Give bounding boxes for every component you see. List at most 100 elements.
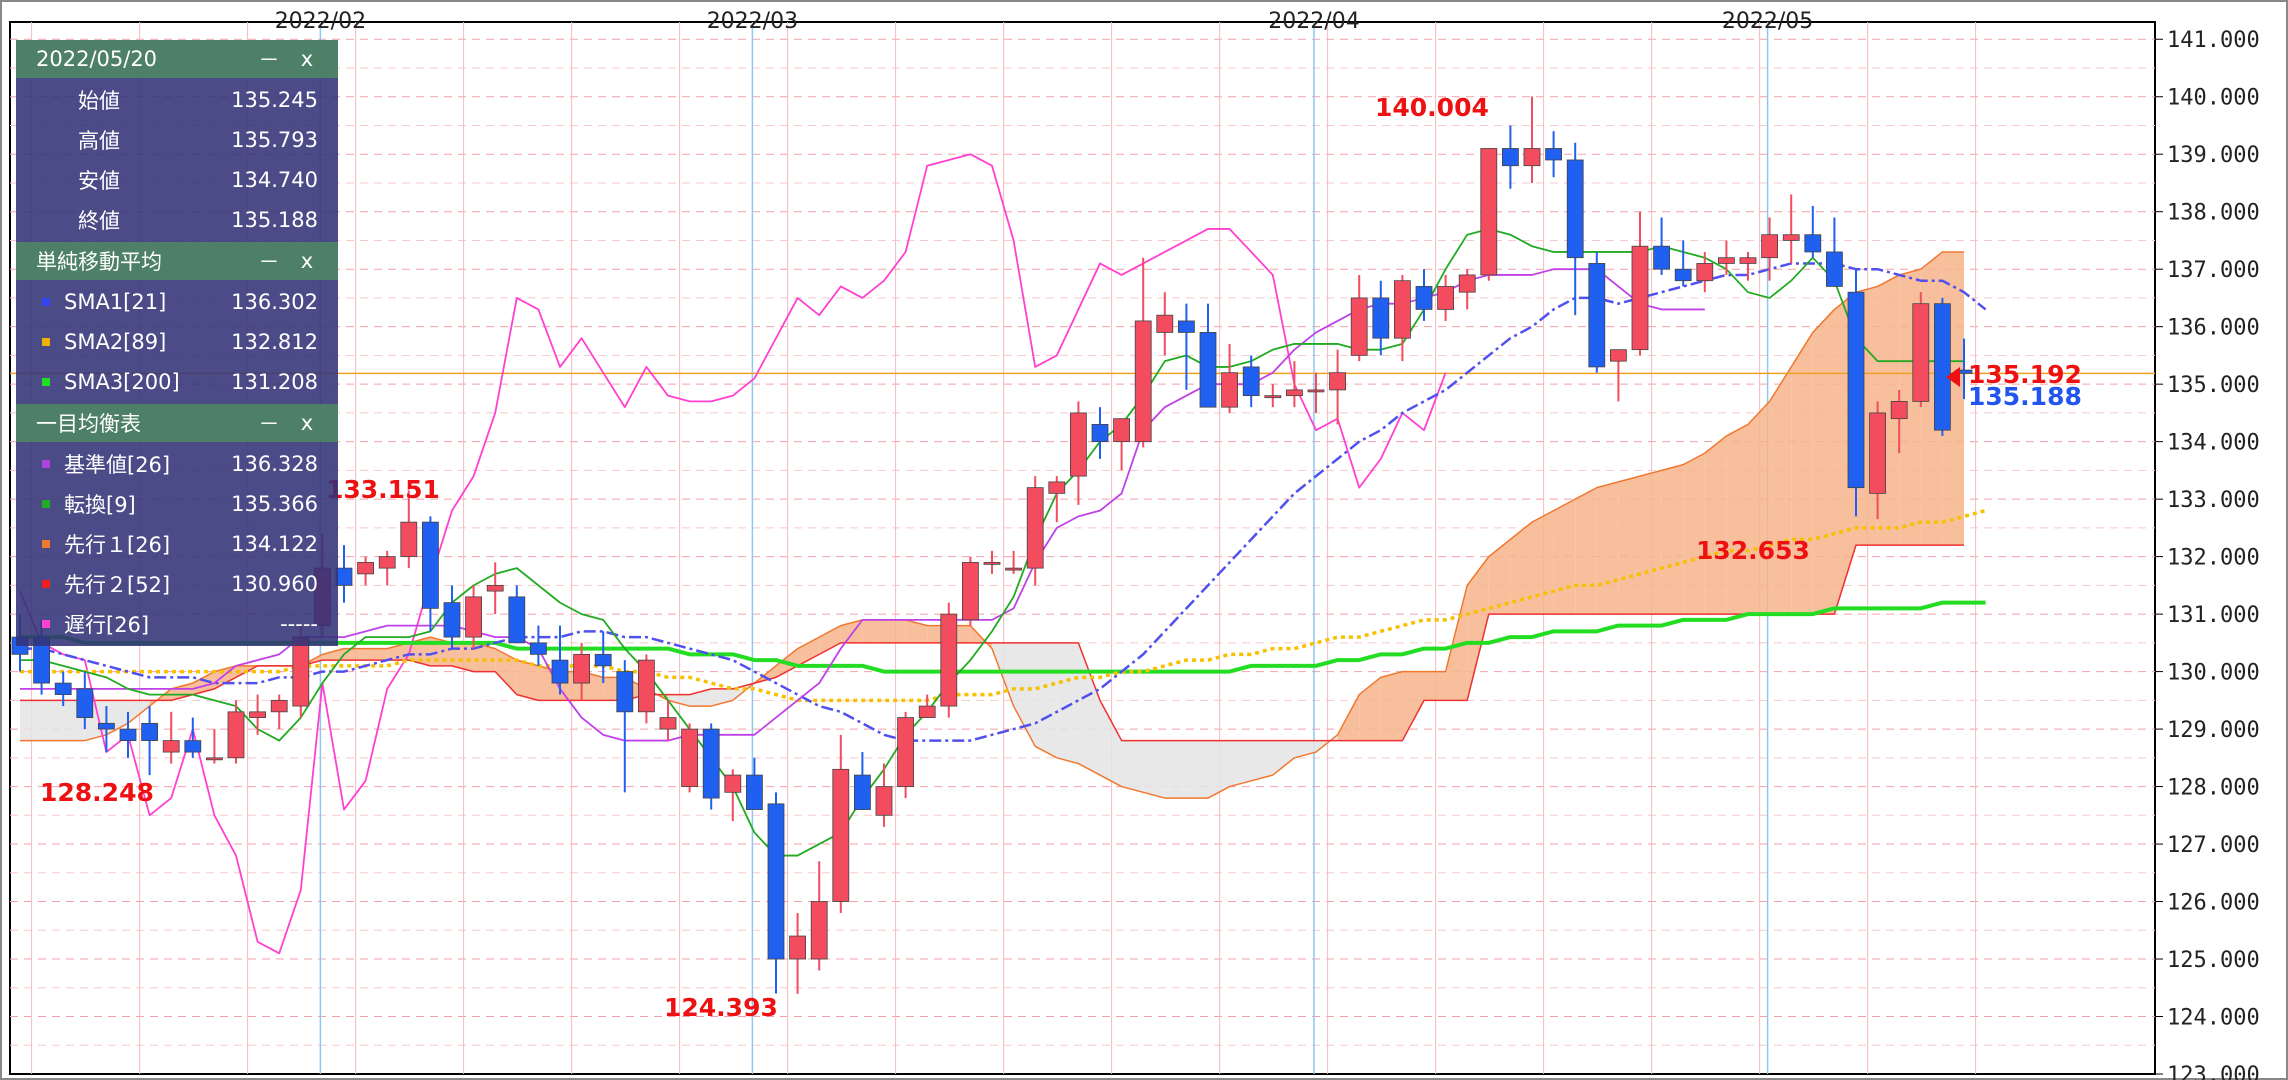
- x-tick-label: 2022/02: [275, 9, 366, 34]
- ichimoku-row: 先行１[26] 134.122: [16, 524, 338, 564]
- candle-body: [270, 699, 288, 713]
- candle-body: [1674, 268, 1692, 282]
- cloud-segment: [1726, 424, 1748, 615]
- candle-body: [421, 521, 439, 609]
- ichimoku-value: 134.122: [231, 532, 318, 556]
- candle-body: [1199, 332, 1217, 408]
- candle-body: [1545, 148, 1562, 161]
- ichimoku-minimize-button[interactable]: －: [258, 412, 280, 436]
- ohlc-row: 高値 135.793: [16, 120, 338, 160]
- y-tick-label: 129.000: [2167, 718, 2260, 743]
- cloud-segment: [668, 694, 690, 707]
- ichimoku-value: -----: [280, 612, 318, 636]
- y-tick-label: 133.000: [2167, 488, 2260, 513]
- ichimoku-row: 基準値[26] 136.328: [16, 444, 338, 484]
- candle-body: [335, 567, 353, 586]
- candle-body: [1134, 320, 1152, 443]
- x-tick-label: 2022/04: [1268, 9, 1359, 34]
- ohlc-row: 始値 135.245: [16, 80, 338, 120]
- cloud-segment: [862, 619, 884, 643]
- candle-body: [767, 803, 785, 960]
- ichimoku-row: 遅行[26] -----: [16, 604, 338, 644]
- candle-body: [465, 596, 483, 638]
- ichimoku-close-button[interactable]: x: [300, 411, 314, 435]
- sma-value: 132.812: [231, 330, 318, 354]
- cloud-segment: [1748, 401, 1770, 615]
- candle-body: [1566, 159, 1584, 259]
- candle-body: [1307, 389, 1325, 393]
- cloud-segment: [171, 683, 193, 701]
- cloud-segment: [41, 700, 64, 741]
- candle-body: [1739, 257, 1757, 264]
- cloud-segment: [473, 642, 496, 672]
- info-panel: 2022/05/20 － x 始値 135.245 高値 135.793 安値 134…: [16, 40, 338, 646]
- cloud-segment: [905, 619, 928, 643]
- candle-body: [1437, 286, 1454, 310]
- candle-body: [486, 584, 504, 592]
- candle-body: [1350, 297, 1368, 356]
- ichimoku-panel-body: 基準値[26] 136.328 転換[9] 135.366 先行１[26] 134.1…: [16, 442, 338, 646]
- ohlc-label: 始値: [78, 89, 120, 113]
- candle-body: [1178, 320, 1195, 333]
- ohlc-minimize-button[interactable]: －: [258, 48, 280, 72]
- cloud-segment: [1143, 740, 1165, 799]
- candle-body: [205, 757, 223, 761]
- y-tick-label: 140.000: [2167, 86, 2260, 111]
- candle-body: [1286, 389, 1303, 397]
- legend-dot-icon: [42, 500, 50, 508]
- sma-label: SMA1[21]: [64, 290, 167, 314]
- cloud-segment: [192, 671, 215, 695]
- cloud-segment: [884, 619, 906, 643]
- cloud-segment: [1164, 740, 1187, 799]
- cloud-segment: [1359, 677, 1381, 741]
- candle-body: [1394, 280, 1411, 339]
- ohlc-label: 安値: [78, 169, 120, 193]
- y-tick-label: 126.000: [2167, 891, 2260, 916]
- candle-body: [573, 653, 590, 684]
- cloud-segment: [1402, 671, 1424, 741]
- y-tick-label: 135.000: [2167, 373, 2260, 398]
- cloud-segment: [1510, 522, 1532, 615]
- ohlc-label: 高値: [78, 129, 120, 153]
- candle-body: [141, 722, 159, 741]
- candle-body: [1005, 567, 1022, 571]
- ohlc-label: 終値: [78, 209, 120, 233]
- candle-body: [54, 682, 72, 695]
- y-tick-label: 139.000: [2167, 143, 2260, 168]
- candle-body: [1869, 412, 1886, 494]
- cloud-segment: [20, 700, 42, 741]
- candle-body: [746, 774, 763, 810]
- candle-body: [508, 596, 526, 644]
- candle-body: [184, 740, 202, 753]
- chikou-line: [19, 153, 1447, 955]
- price-label-blue: 135.188: [1968, 382, 2082, 411]
- sma-row: SMA1[21] 136.302: [16, 282, 338, 322]
- legend-dot-icon: [42, 378, 50, 386]
- y-tick-label: 123.000: [2167, 1063, 2260, 1080]
- candle-body: [1696, 263, 1714, 282]
- sma-close-button[interactable]: x: [300, 249, 314, 273]
- cloud-segment: [1683, 453, 1705, 615]
- cloud-segment: [1704, 435, 1727, 615]
- sma-value: 131.208: [231, 370, 318, 394]
- candle-body: [940, 613, 958, 707]
- candle-body: [1890, 401, 1908, 420]
- low-annotation: 124.393: [664, 993, 778, 1022]
- cloud-segment: [128, 700, 150, 724]
- cloud-segment: [1553, 499, 1576, 615]
- ohlc-value: 135.793: [231, 128, 318, 152]
- cloud-segment: [819, 625, 841, 655]
- cloud-segment: [1208, 740, 1230, 799]
- cloud-segment: [1791, 332, 1813, 615]
- candle-body: [1070, 412, 1087, 477]
- cloud-segment: [1532, 510, 1554, 615]
- sma-minimize-button[interactable]: －: [258, 250, 280, 274]
- cloud-segment: [322, 648, 344, 661]
- x-tick-label: 2022/05: [1722, 9, 1813, 34]
- ichimoku-label: 遅行[26]: [64, 613, 150, 637]
- ohlc-panel-header: 2022/05/20 － x: [16, 40, 338, 78]
- x-tick-label: 2022/03: [707, 9, 798, 34]
- ohlc-close-button[interactable]: x: [300, 47, 314, 71]
- candle-body: [1588, 263, 1606, 368]
- candle-body: [789, 935, 806, 960]
